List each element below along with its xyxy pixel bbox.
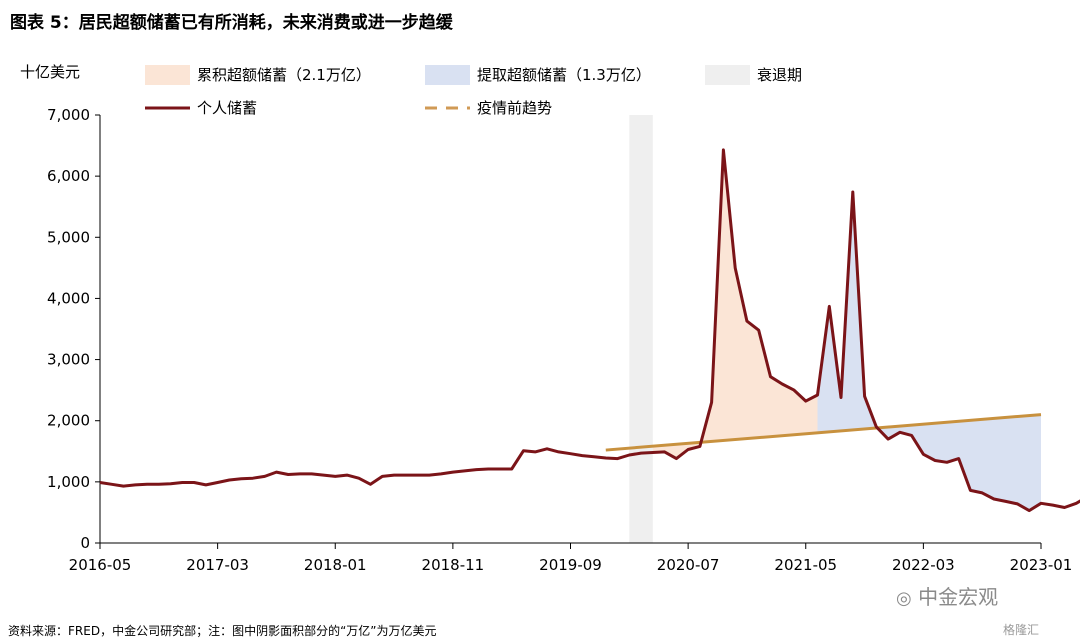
y-tick-label: 0 — [80, 534, 90, 552]
excess-savings-area-1 — [629, 149, 818, 459]
x-tick-label: 2022-03 — [892, 556, 955, 574]
legend-label: 疫情前趋势 — [477, 99, 552, 117]
x-tick-label: 2019-09 — [539, 556, 602, 574]
y-tick-label: 1,000 — [47, 473, 90, 491]
legend-label: 累积超额储蓄（2.1万亿） — [197, 66, 371, 84]
y-tick-label: 5,000 — [47, 228, 90, 246]
y-tick-label: 2,000 — [47, 412, 90, 430]
y-axis-label: 十亿美元 — [20, 63, 80, 81]
excess-savings-area-2 — [817, 192, 1041, 511]
figure-title: 图表 5：居民超额储蓄已有所消耗，未来消费或进一步趋缓 — [10, 13, 453, 33]
y-tick-label: 3,000 — [47, 351, 90, 369]
x-tick-label: 2016-05 — [69, 556, 132, 574]
x-tick-label: 2023-01 — [1010, 556, 1073, 574]
personal-savings-line — [99, 148, 1080, 513]
y-tick-label: 7,000 — [47, 106, 90, 124]
recession-band — [629, 115, 653, 543]
legend-swatch — [145, 65, 190, 85]
x-tick-label: 2017-03 — [186, 556, 249, 574]
wechat-icon: ◎ — [896, 588, 912, 609]
source-note: 资料来源：FRED，中金公司研究部；注：图中阴影面积部分的“万亿”为万亿美元 — [8, 624, 437, 638]
legend-swatch — [425, 65, 470, 85]
x-tick-label: 2020-07 — [657, 556, 720, 574]
watermark-text: 中金宏观 — [918, 585, 999, 609]
x-tick-label: 2018-11 — [422, 556, 485, 574]
legend-label: 衰退期 — [757, 66, 802, 84]
y-tick-label: 4,000 — [47, 289, 90, 307]
y-tick-label: 6,000 — [47, 167, 90, 185]
legend-label: 个人储蓄 — [197, 99, 257, 117]
x-tick-label: 2018-01 — [304, 556, 367, 574]
watermark-secondary: 格隆汇 — [1003, 623, 1040, 637]
legend-label: 提取超额储蓄（1.3万亿） — [477, 66, 651, 84]
watermark: ◎ 中金宏观 — [896, 581, 998, 610]
pre-pandemic-trend-line — [605, 413, 1042, 452]
x-tick-label: 2021-05 — [774, 556, 837, 574]
legend-swatch — [705, 65, 750, 85]
